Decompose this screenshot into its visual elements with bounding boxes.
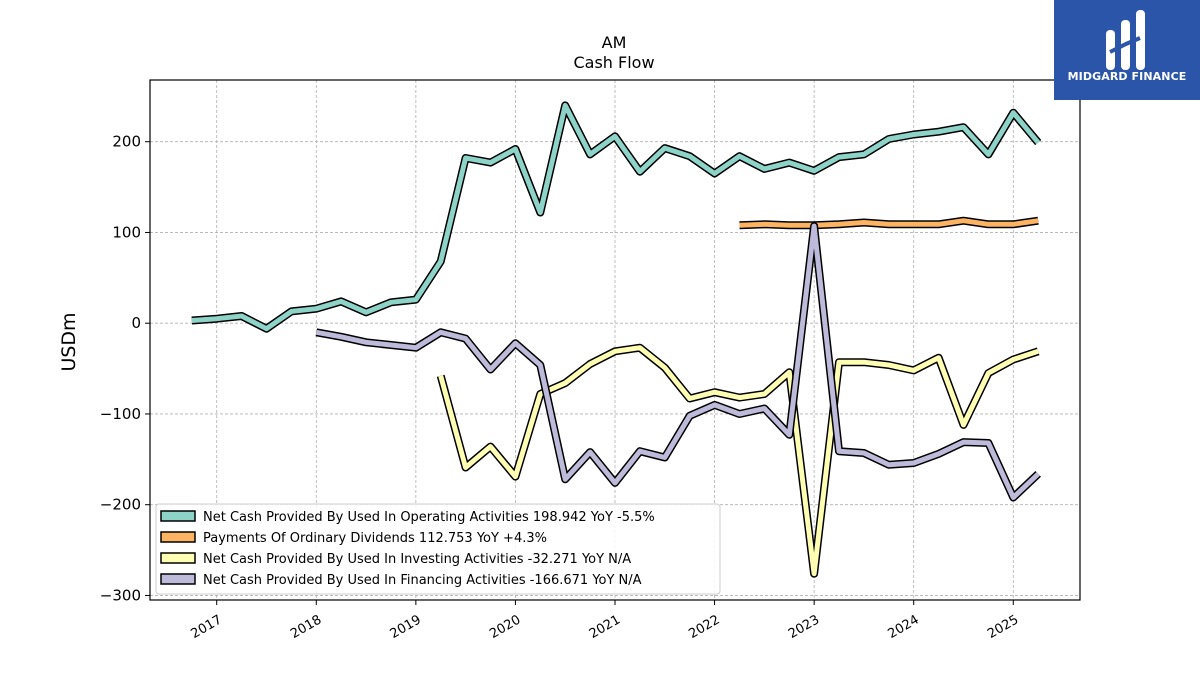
chart-title: AM — [602, 33, 627, 52]
series-1-line — [739, 218, 1039, 228]
brand-name: MIDGARD FINANCE — [1067, 70, 1187, 83]
y-tick-label: −200 — [100, 496, 141, 514]
legend-entry: Net Cash Provided By Used In Operating A… — [203, 510, 655, 525]
legend: Net Cash Provided By Used In Operating A… — [155, 503, 721, 595]
legend-swatch — [160, 531, 196, 543]
legend-swatch — [160, 573, 196, 585]
y-tick-label: −300 — [100, 586, 141, 604]
legend-swatch — [160, 552, 196, 564]
legend-entry: Net Cash Provided By Used In Investing A… — [203, 552, 631, 567]
y-tick-label: 200 — [112, 133, 141, 151]
y-axis-label: USDm — [58, 312, 80, 371]
chart-subtitle: Cash Flow — [573, 53, 654, 72]
y-tick-label: 0 — [131, 314, 141, 332]
legend-entry: Payments Of Ordinary Dividends 112.753 Y… — [203, 531, 547, 546]
legend-entry: Net Cash Provided By Used In Financing A… — [203, 573, 642, 588]
series-0-line — [191, 102, 1041, 332]
midgard-logo-icon — [1106, 10, 1145, 70]
series-3-line — [315, 223, 1040, 500]
series-2-line — [438, 345, 1039, 577]
legend-swatch — [160, 510, 196, 522]
series-lines — [191, 101, 1042, 578]
y-tick-label: 100 — [112, 223, 141, 241]
y-tick-label: −100 — [100, 405, 141, 423]
legend-frame — [155, 503, 721, 595]
midgard-finance-logo: MIDGARD FINANCE — [1054, 0, 1200, 100]
